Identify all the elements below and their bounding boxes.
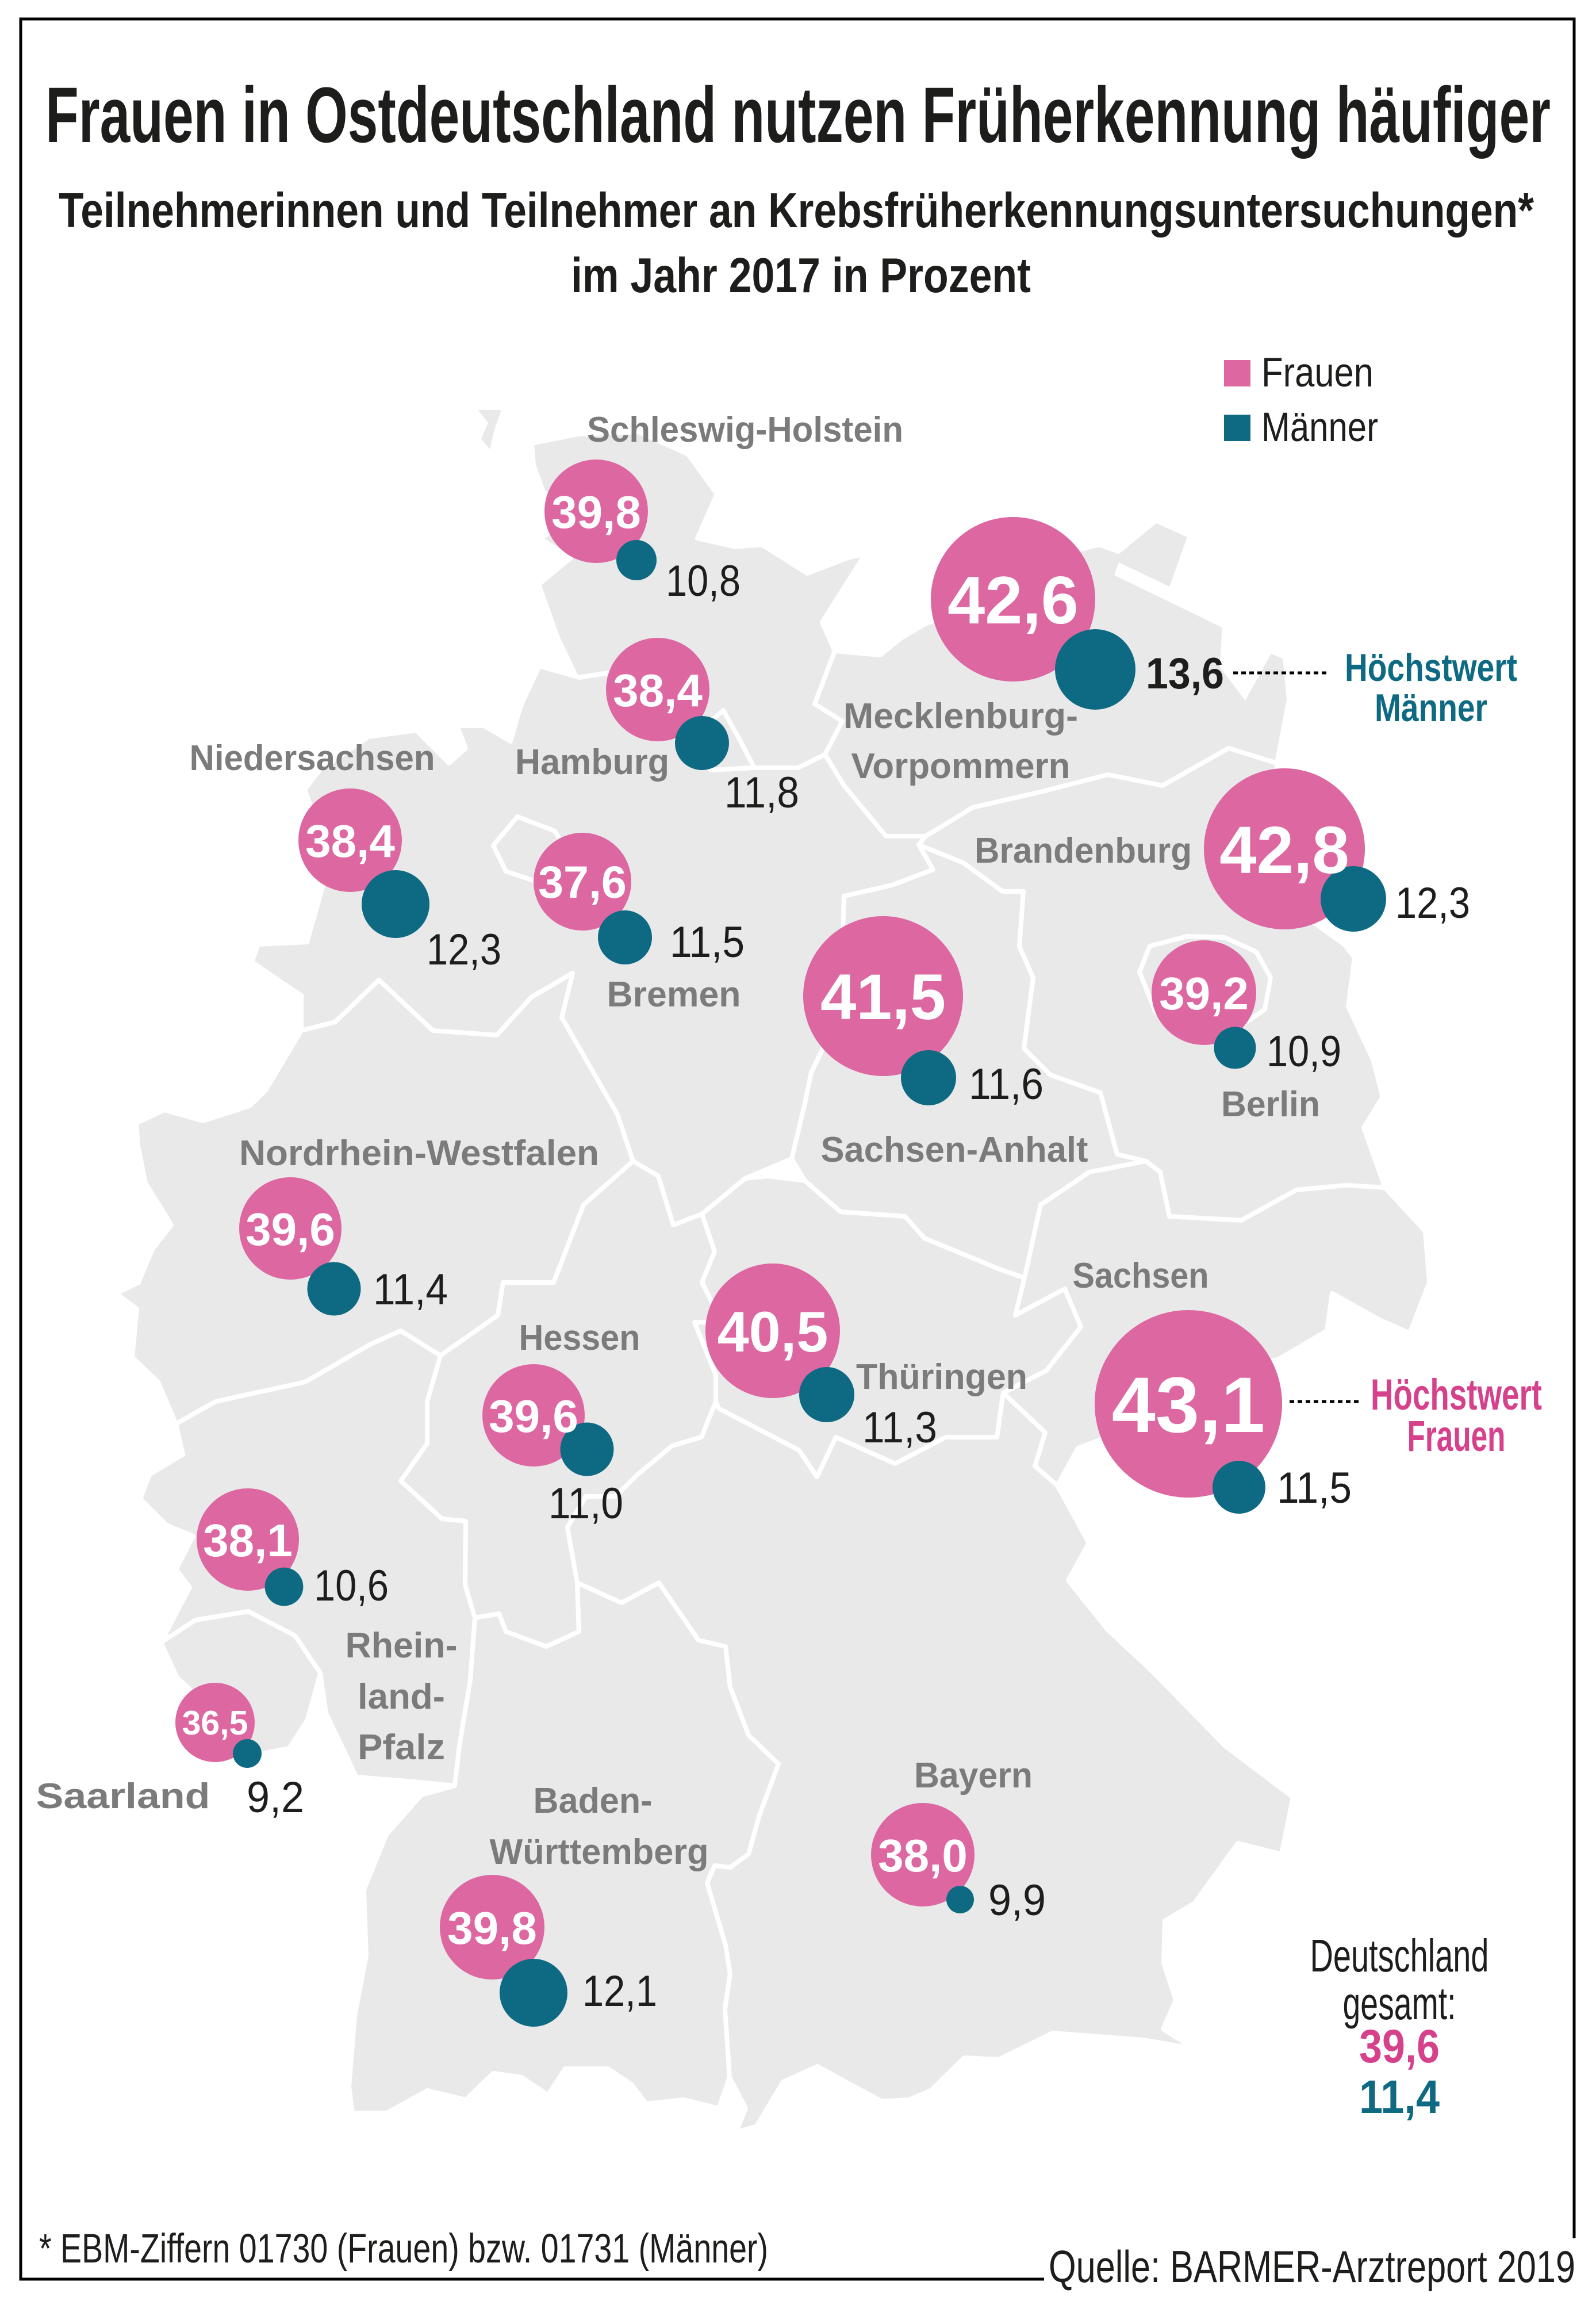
svg-text:Männer: Männer (1261, 405, 1378, 450)
svg-text:11,6: 11,6 (969, 1060, 1043, 1109)
svg-text:10,8: 10,8 (666, 557, 741, 606)
svg-text:Brandenburg: Brandenburg (975, 831, 1192, 871)
svg-text:Hessen: Hessen (519, 1318, 640, 1358)
svg-text:42,6: 42,6 (947, 562, 1079, 638)
svg-text:Schleswig-Holstein: Schleswig-Holstein (587, 410, 903, 450)
svg-text:Quelle: BARMER-Arztreport 2019: Quelle: BARMER-Arztreport 2019 (1049, 2241, 1575, 2292)
svg-text:Saarland: Saarland (36, 1777, 210, 1816)
svg-text:43,1: 43,1 (1112, 1361, 1265, 1449)
svg-text:39,8: 39,8 (447, 1902, 537, 1954)
svg-text:9,9: 9,9 (988, 1876, 1046, 1925)
svg-text:im Jahr 2017 in Prozent: im Jahr 2017 in Prozent (571, 248, 1031, 303)
svg-text:Männer: Männer (1375, 686, 1487, 730)
svg-text:12,3: 12,3 (427, 925, 501, 974)
svg-text:Sachsen-Anhalt: Sachsen-Anhalt (821, 1130, 1088, 1170)
svg-text:Frauen: Frauen (1407, 1412, 1506, 1461)
svg-text:13,6: 13,6 (1146, 649, 1224, 698)
svg-text:10,6: 10,6 (314, 1561, 389, 1610)
svg-text:37,6: 37,6 (538, 856, 627, 908)
svg-text:11,4: 11,4 (1359, 2071, 1440, 2123)
svg-text:39,2: 39,2 (1159, 968, 1249, 1019)
svg-text:36,5: 36,5 (182, 1704, 248, 1742)
svg-text:Niedersachsen: Niedersachsen (190, 738, 435, 778)
svg-text:Frauen in Ostdeutschland nutze: Frauen in Ostdeutschland nutzen Früherke… (45, 71, 1551, 159)
svg-text:gesamt:: gesamt: (1343, 1978, 1456, 2029)
svg-text:Mecklenburg-: Mecklenburg- (843, 696, 1078, 736)
svg-text:Bremen: Bremen (607, 975, 741, 1014)
svg-text:Höchstwert: Höchstwert (1371, 1370, 1542, 1419)
svg-text:Nordrhein-Westfalen: Nordrhein-Westfalen (239, 1134, 599, 1173)
svg-text:38,0: 38,0 (878, 1830, 968, 1881)
svg-text:11,8: 11,8 (724, 768, 799, 817)
svg-text:Sachsen: Sachsen (1073, 1256, 1209, 1296)
svg-text:Frauen: Frauen (1261, 350, 1374, 396)
svg-text:Berlin: Berlin (1221, 1085, 1320, 1124)
svg-text:39,6: 39,6 (489, 1391, 578, 1442)
svg-text:38,1: 38,1 (203, 1515, 293, 1566)
svg-text:40,5: 40,5 (718, 1300, 828, 1364)
svg-text:11,5: 11,5 (1277, 1464, 1352, 1513)
svg-text:Vorpommern: Vorpommern (851, 746, 1071, 786)
svg-text:39,6: 39,6 (1359, 2020, 1440, 2073)
svg-text:39,8: 39,8 (551, 487, 641, 538)
svg-text:12,1: 12,1 (582, 1967, 657, 2016)
svg-text:38,4: 38,4 (305, 816, 395, 867)
svg-text:land-: land- (358, 1677, 445, 1717)
svg-text:Baden-: Baden- (534, 1781, 653, 1821)
svg-text:Württemberg: Württemberg (490, 1832, 709, 1872)
svg-text:Bayern: Bayern (914, 1756, 1033, 1795)
svg-text:* EBM-Ziffern 01730 (Frauen) b: * EBM-Ziffern 01730 (Frauen) bzw. 01731 … (39, 2226, 768, 2272)
svg-text:41,5: 41,5 (820, 961, 946, 1033)
svg-text:Hamburg: Hamburg (515, 742, 669, 782)
svg-text:38,4: 38,4 (613, 665, 703, 716)
svg-text:Teilnehmerinnen und Teilnehmer: Teilnehmerinnen und Teilnehmer an Krebsf… (59, 183, 1534, 238)
svg-text:Rhein-: Rhein- (346, 1626, 458, 1666)
svg-text:11,4: 11,4 (373, 1265, 448, 1314)
svg-text:Höchstwert: Höchstwert (1345, 646, 1517, 690)
svg-text:11,0: 11,0 (548, 1479, 623, 1528)
svg-text:12,3: 12,3 (1395, 879, 1470, 928)
svg-text:Deutschland: Deutschland (1310, 1930, 1489, 1981)
svg-text:11,3: 11,3 (862, 1403, 937, 1452)
svg-text:42,8: 42,8 (1219, 813, 1349, 887)
svg-text:9,2: 9,2 (247, 1773, 304, 1822)
svg-text:39,6: 39,6 (245, 1204, 335, 1255)
svg-text:Pfalz: Pfalz (358, 1728, 445, 1767)
svg-text:Thüringen: Thüringen (856, 1357, 1027, 1397)
svg-text:10,9: 10,9 (1267, 1027, 1341, 1076)
svg-text:11,5: 11,5 (670, 918, 745, 967)
